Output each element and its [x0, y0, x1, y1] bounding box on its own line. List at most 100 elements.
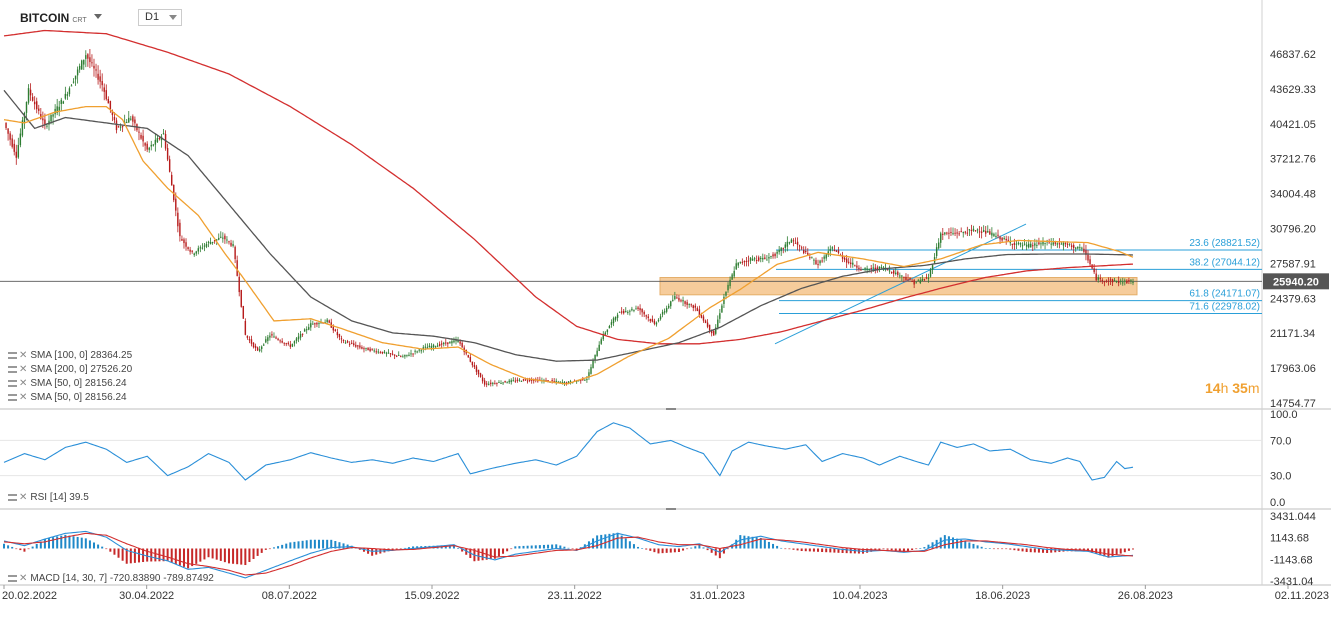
macd-histogram-bar	[244, 548, 247, 566]
candle-body	[817, 264, 819, 266]
macd-histogram-bar	[76, 536, 79, 549]
candle-body	[344, 342, 347, 344]
macd-histogram-bar	[641, 548, 644, 549]
candle-body	[862, 269, 864, 271]
candle-body	[191, 250, 193, 252]
candle-body	[512, 380, 514, 382]
legend-macd[interactable]: ✕ MACD [14, 30, 7] -720.83890 -789.87492	[8, 573, 214, 584]
macd-histogram-bar	[943, 535, 946, 549]
candle-body	[236, 260, 238, 276]
candle-body	[428, 345, 431, 348]
candle-body	[670, 301, 672, 307]
macd-histogram-bar	[11, 546, 14, 549]
macd-histogram-bar	[563, 546, 566, 549]
macd-histogram-bar	[27, 548, 30, 550]
candle-body	[365, 347, 367, 349]
close-icon[interactable]: ✕	[19, 392, 28, 403]
legend-sma50b[interactable]: ✕ SMA [50, 0] 28156.24	[8, 392, 127, 403]
legend-sma50a[interactable]: ✕ SMA [50, 0] 28156.24	[8, 378, 127, 389]
candle-body	[729, 279, 731, 287]
candle-body	[38, 108, 40, 111]
macd-histogram-bar	[506, 548, 509, 552]
candle-body	[232, 244, 234, 247]
macd-histogram-bar	[268, 548, 271, 550]
menu-icon[interactable]	[8, 494, 17, 501]
candle-body	[553, 381, 555, 383]
close-icon[interactable]: ✕	[19, 573, 28, 584]
macd-histogram-bar	[947, 536, 950, 549]
candle-body	[17, 144, 20, 158]
candle-body	[502, 382, 504, 384]
macd-histogram-bar	[1025, 548, 1028, 553]
candle-body	[985, 230, 987, 234]
candle-body	[892, 270, 895, 274]
chevron-down-icon[interactable]	[94, 14, 102, 19]
candle-body	[608, 325, 611, 329]
candle-body	[788, 242, 791, 244]
candle-body	[379, 352, 382, 354]
candle-body	[821, 260, 823, 262]
candle-body	[958, 233, 960, 235]
candle-body	[706, 322, 709, 327]
candle-body	[510, 380, 512, 383]
macd-histogram-bar	[694, 546, 697, 549]
macd-histogram-bar	[956, 538, 959, 549]
candle-body	[1093, 268, 1095, 273]
candle-body	[616, 314, 619, 318]
legend-sma200[interactable]: ✕ SMA [200, 0] 27526.20	[8, 364, 132, 375]
candle-body	[273, 336, 275, 338]
candle-body	[980, 231, 983, 233]
close-icon[interactable]: ✕	[19, 492, 28, 503]
candle-body	[847, 261, 850, 263]
candle-body	[346, 341, 349, 343]
macd-histogram-bar	[808, 548, 811, 552]
candle-body	[305, 329, 308, 331]
candle-body	[485, 383, 488, 385]
macd-histogram-bar	[166, 548, 169, 562]
candle-body	[25, 102, 28, 113]
candle-body	[1064, 243, 1067, 245]
candle-body	[686, 302, 688, 305]
legend-sma100[interactable]: ✕ SMA [100, 0] 28364.25	[8, 350, 132, 361]
timeframe-select[interactable]: D1	[138, 9, 182, 26]
menu-icon[interactable]	[8, 394, 17, 401]
candle-body	[287, 342, 290, 344]
candle-body	[132, 116, 134, 122]
candle-body	[224, 235, 226, 240]
candle-body	[404, 354, 406, 357]
candle-body	[453, 340, 455, 343]
close-icon[interactable]: ✕	[19, 350, 28, 361]
macd-histogram-bar	[43, 538, 46, 549]
macd-histogram-bar	[1054, 548, 1057, 553]
candle-body	[717, 319, 719, 328]
candle-body	[361, 347, 363, 349]
macd-histogram-bar	[776, 545, 779, 549]
menu-icon[interactable]	[8, 575, 17, 582]
close-icon[interactable]: ✕	[19, 378, 28, 389]
legend-rsi[interactable]: ✕ RSI [14] 39.5	[8, 492, 89, 503]
macd-histogram-bar	[35, 544, 38, 549]
candle-body	[449, 341, 451, 344]
macd-histogram-bar	[923, 547, 926, 549]
menu-icon[interactable]	[8, 380, 17, 387]
candle-body	[1027, 243, 1030, 248]
macd-histogram-bar	[829, 548, 832, 553]
legend-rsi-text: RSI [14] 39.5	[30, 492, 89, 503]
menu-icon[interactable]	[8, 366, 17, 373]
candle-body	[326, 319, 328, 323]
candle-body	[901, 275, 903, 277]
macd-histogram-bar	[72, 536, 75, 549]
macd-histogram-bar	[371, 548, 374, 556]
candle-body	[95, 69, 97, 71]
close-icon[interactable]: ✕	[19, 364, 28, 375]
candle-body	[385, 352, 388, 354]
candle-body	[234, 246, 236, 260]
candle-body	[1068, 243, 1071, 245]
menu-icon[interactable]	[8, 352, 17, 359]
macd-histogram-bar	[1103, 548, 1106, 557]
candle-body	[447, 342, 449, 345]
macd-histogram-bar	[1029, 548, 1032, 553]
candle-body	[1087, 254, 1089, 261]
candle-body	[387, 352, 390, 354]
symbol-selector[interactable]: BITCOIN CRT	[20, 11, 87, 25]
